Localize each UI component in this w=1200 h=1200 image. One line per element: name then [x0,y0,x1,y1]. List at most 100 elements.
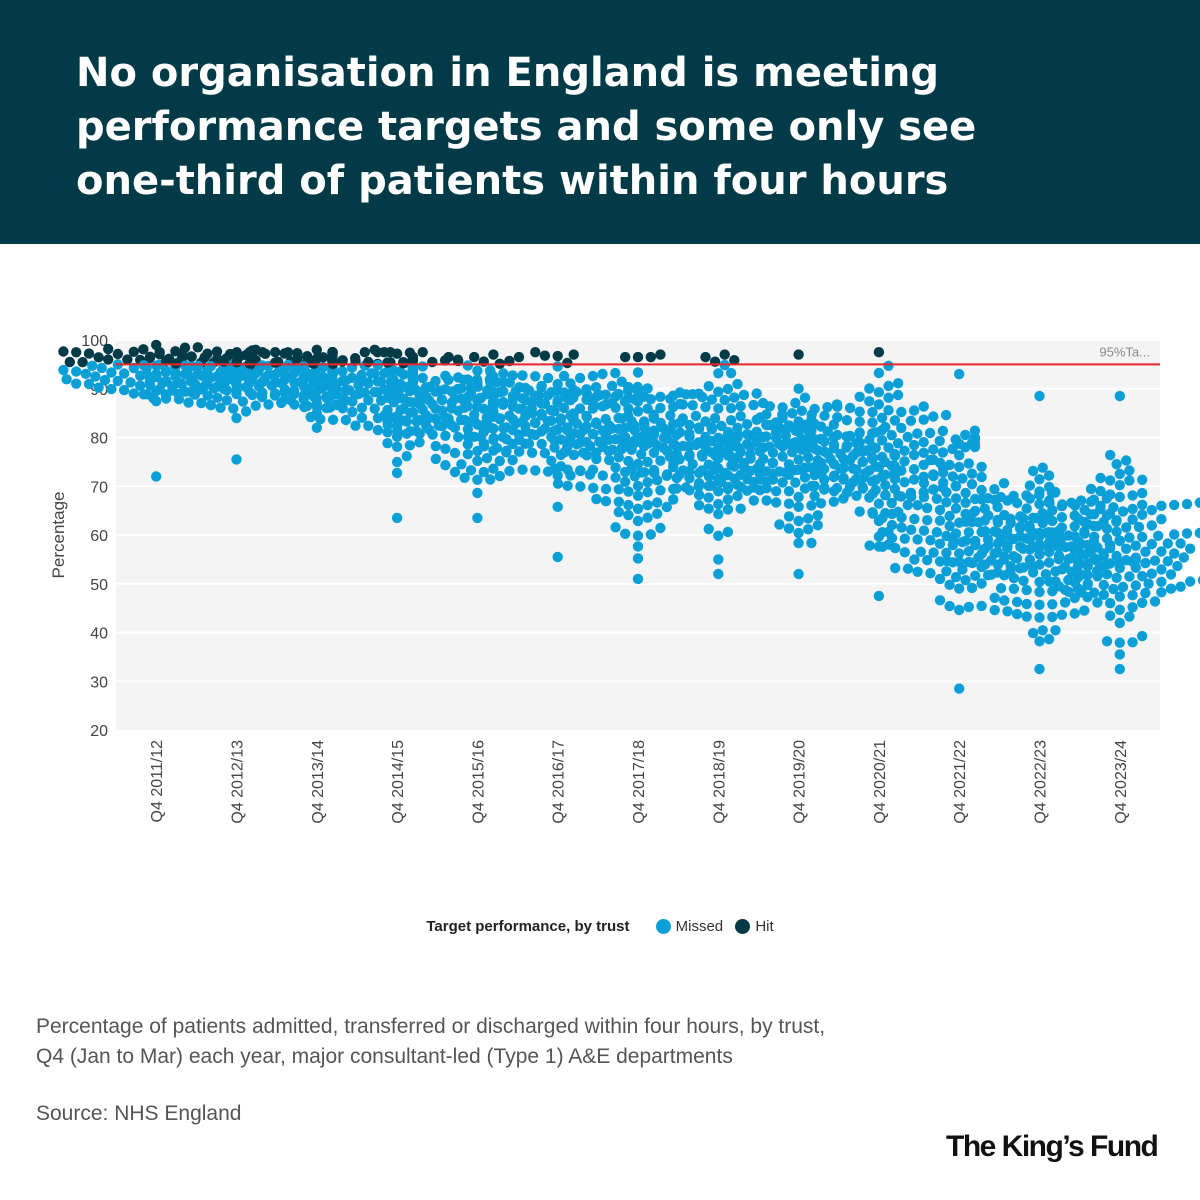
trust-point [1197,576,1200,585]
trust-point [1146,520,1158,531]
trust-point [671,472,682,484]
trust-point [976,494,988,505]
trust-point [937,447,949,458]
trust-point [1121,455,1132,466]
trust-point [1169,499,1180,511]
trust-point [1059,597,1071,608]
trust-point [417,347,428,358]
trust-point [212,392,223,403]
trust-point [1034,559,1045,570]
trust-point [1024,480,1036,491]
trust-point [395,392,406,404]
trust-point [645,529,656,540]
trust-point [600,496,612,507]
trust-point [950,503,962,514]
trust-point [703,523,714,535]
trust-point [710,460,721,472]
trust-point [713,432,724,443]
trust-point [1043,634,1055,645]
trust-point [934,457,946,468]
trust-point [989,494,1000,506]
trust-point [944,459,955,471]
trust-point [925,454,936,466]
trust-point [1181,498,1193,510]
trust-point [472,455,483,467]
trust-point [732,452,743,463]
trust-point [793,454,804,465]
trust-point [462,431,474,443]
legend-title: Target performance, by trust [426,918,630,935]
trust-point [620,476,631,487]
trust-point [963,458,974,469]
x-tick-label: Q4 2020/21 [872,740,889,824]
trust-point [832,412,843,423]
trust-point [64,356,76,368]
trust-point [1005,517,1016,529]
y-tick-label: 40 [90,626,108,643]
trust-point [424,381,435,392]
trust-point [954,438,965,449]
trust-point [1124,532,1135,543]
trust-point [668,494,679,505]
trust-point [1089,509,1100,520]
trust-point [1073,557,1084,568]
trust-point [331,383,342,394]
trust-point [520,426,531,437]
trust-point [777,451,788,462]
trust-point [1027,627,1039,639]
legend-item-missed[interactable]: Missed [655,918,723,935]
trust-point [983,540,994,551]
trust-point [774,466,785,477]
trust-point [526,447,538,458]
legend-item-hit[interactable]: Hit [735,918,774,935]
trust-point [507,401,519,412]
trust-point [899,445,910,456]
trust-point [1162,556,1174,567]
trust-point [880,480,891,491]
trust-point [414,428,425,439]
trust-point [989,548,1000,559]
trust-point [732,490,743,502]
trust-point [906,524,917,535]
trust-point [960,429,971,441]
trust-point [922,502,933,514]
trust-point [1140,557,1151,569]
trust-point [642,438,654,449]
trust-point [1124,611,1135,622]
trust-point [793,491,804,503]
trust-point [687,400,698,411]
trust-point [1008,572,1020,584]
trust-point [992,559,1004,570]
trust-point [282,347,294,358]
trust-point [661,469,673,480]
trust-point [186,351,197,362]
trust-point [1089,531,1100,542]
trust-point [931,527,942,538]
trust-point [1130,580,1142,591]
trust-point [472,381,483,392]
trust-point [912,534,923,545]
trust-point [536,380,547,392]
trust-point [571,418,583,429]
trust-point [652,508,663,519]
trust-point [642,383,653,394]
trust-point [960,487,971,499]
trust-point [941,487,952,498]
trust-point [649,467,660,479]
trust-point [735,503,746,514]
trust-point [231,384,242,396]
y-tick-label: 60 [90,528,108,545]
trust-point [533,390,544,401]
trust-point [966,582,978,594]
trust-point [873,347,885,358]
trust-point [575,465,586,477]
trust-point [443,351,454,363]
trust-point [392,425,403,437]
trust-point [912,566,923,577]
trust-point [610,522,621,533]
trust-point [658,432,670,443]
trust-point [1095,485,1106,497]
trust-point [616,413,628,424]
trust-point [356,412,368,423]
trust-point [793,515,804,527]
